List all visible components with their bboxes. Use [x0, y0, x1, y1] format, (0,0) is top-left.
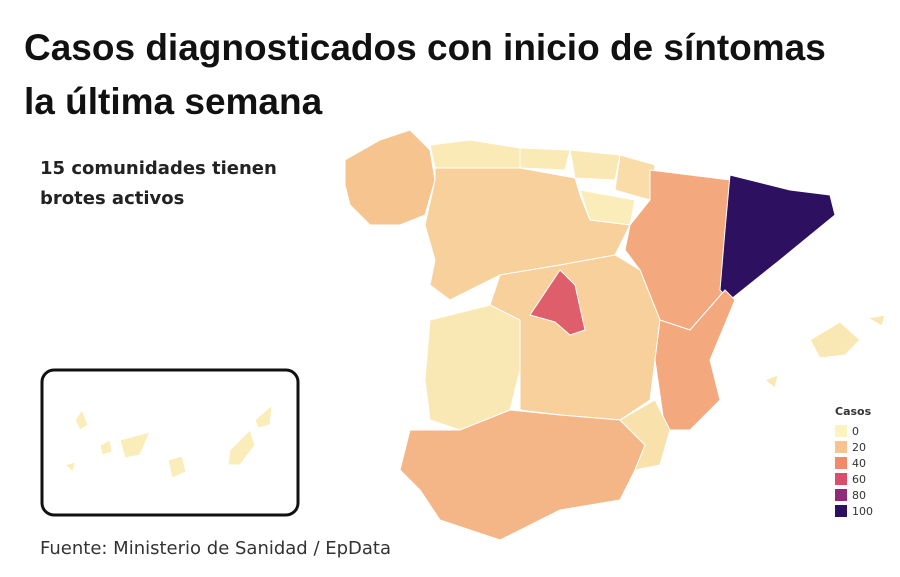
region	[63, 403, 273, 479]
legend-title: Casos	[835, 405, 872, 418]
source: Fuente: Ministerio de Sanidad / EpData	[40, 538, 391, 559]
legend-swatch	[835, 505, 847, 517]
subtitle-line-2: brotes activos	[40, 188, 184, 209]
legend-label: 40	[852, 457, 866, 470]
region	[654, 289, 736, 431]
legend-label: 60	[852, 473, 866, 486]
region	[614, 154, 656, 201]
legend: Casos 0 20 40 60 80 100	[835, 405, 873, 518]
legend-swatch	[835, 457, 847, 469]
region	[764, 314, 886, 389]
region	[429, 139, 521, 171]
legend-label: 100	[852, 505, 873, 518]
legend-swatch	[835, 489, 847, 501]
region	[519, 147, 571, 171]
region	[399, 409, 646, 541]
regions	[63, 129, 886, 541]
region	[529, 269, 586, 336]
region	[619, 399, 671, 471]
title-line-1: Casos diagnosticados con inicio de sínto…	[24, 27, 826, 68]
region	[344, 129, 436, 226]
legend-label: 20	[852, 441, 866, 454]
canarias-inset	[40, 368, 300, 517]
region	[569, 149, 621, 181]
legend-swatch	[835, 441, 847, 453]
subtitle-line-1: 15 comunidades tienen	[40, 158, 277, 179]
title-line-2: la última semana	[24, 81, 323, 122]
legend-label: 0	[852, 425, 859, 438]
legend-swatch	[835, 425, 847, 437]
legend-swatch	[835, 473, 847, 485]
region	[719, 174, 836, 301]
legend-label: 80	[852, 489, 866, 502]
